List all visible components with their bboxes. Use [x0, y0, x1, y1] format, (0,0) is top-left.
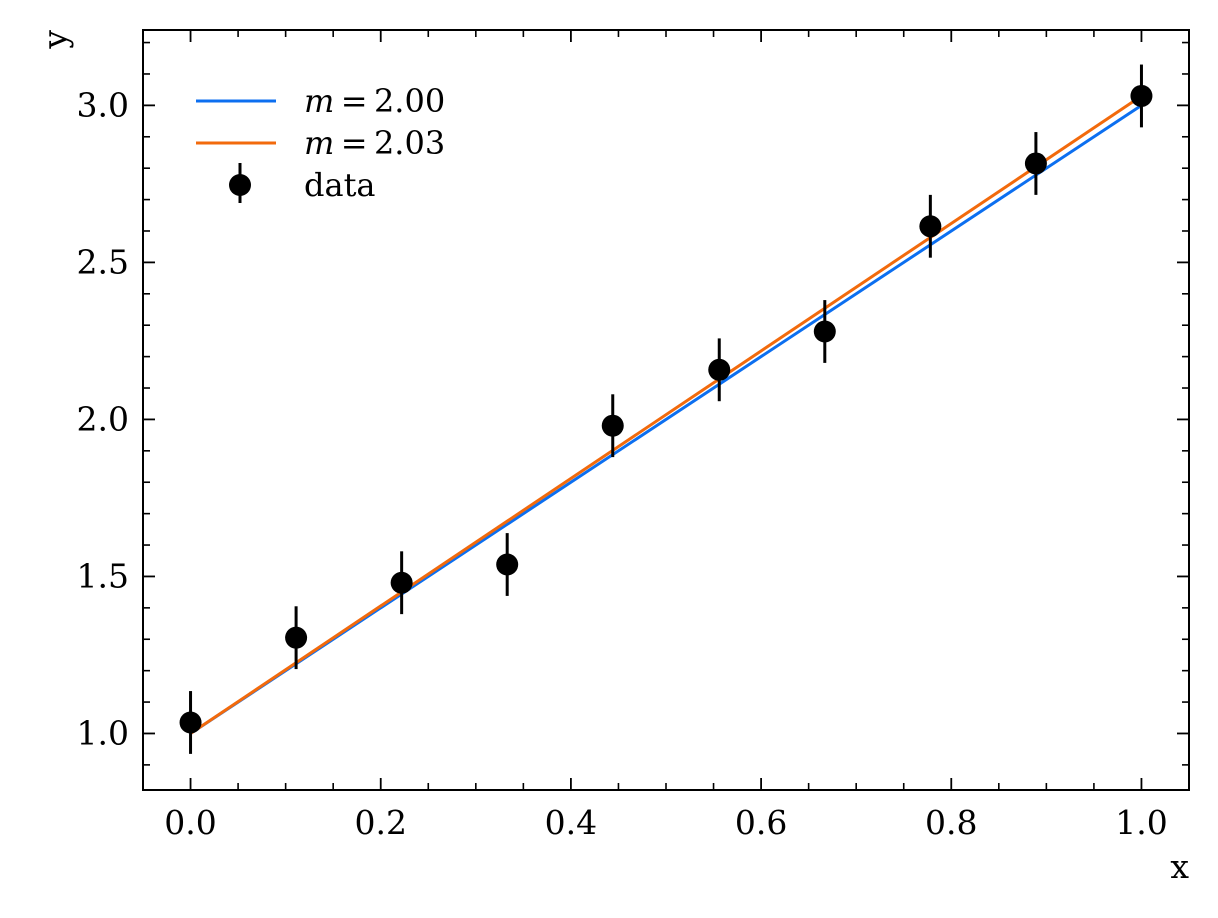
series-line-1 — [189, 94, 1143, 735]
legend-label-text: = 2.00 — [334, 82, 445, 120]
y-tick-label: 2.5 — [77, 242, 129, 281]
data-point — [601, 414, 624, 437]
y-tick-label: 1.0 — [77, 713, 129, 752]
x-axis-title: x — [1170, 847, 1189, 886]
x-tick-label: 0.6 — [735, 803, 787, 842]
legend-label: m = 2.03 — [304, 124, 445, 162]
minor-ticks — [142, 30, 1190, 790]
data-point — [813, 320, 836, 343]
data-point — [285, 626, 308, 649]
data-point — [179, 711, 202, 734]
x-tick-label: 0.2 — [354, 803, 406, 842]
legend-swatch-marker — [229, 174, 251, 196]
legend-label-text: data — [304, 166, 376, 204]
series-layer — [179, 64, 1153, 754]
data-point — [708, 358, 731, 381]
tick-labels: 0.0 0.2 0.4 0.6 0.8 1.0 1.0 1.5 2.0 2.5 3.0 — [77, 85, 1168, 842]
data-point — [1130, 84, 1153, 107]
legend-label-text: = 2.03 — [334, 124, 445, 162]
x-tick-label: 0.4 — [545, 803, 597, 842]
y-tick-label: 1.5 — [77, 556, 129, 595]
x-tick-label: 1.0 — [1115, 803, 1167, 842]
legend-label: data — [304, 166, 376, 204]
y-tick-label: 3.0 — [77, 85, 129, 124]
legend-label: m = 2.00 — [304, 82, 445, 120]
data-point — [496, 553, 519, 576]
legend-label-italic: m — [304, 124, 334, 162]
x-tick-label: 0.0 — [164, 803, 216, 842]
data-point — [1024, 152, 1047, 175]
legend-label-italic: m — [304, 82, 334, 120]
data-point — [390, 571, 413, 594]
major-ticks — [143, 30, 1189, 790]
data-point — [919, 215, 942, 238]
plot-frame — [142, 29, 1190, 791]
y-tick-label: 2.0 — [77, 399, 129, 438]
x-tick-label: 0.8 — [925, 803, 977, 842]
y-axis-title: y — [35, 30, 74, 50]
